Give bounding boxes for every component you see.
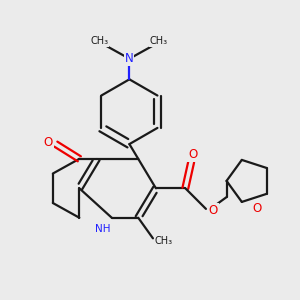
Text: CH₃: CH₃	[154, 236, 172, 246]
Text: O: O	[209, 204, 218, 217]
Text: CH₃: CH₃	[150, 36, 168, 46]
Text: NH: NH	[95, 224, 111, 235]
Text: N: N	[125, 52, 134, 65]
Text: O: O	[188, 148, 197, 161]
Text: O: O	[44, 136, 53, 149]
Text: O: O	[253, 202, 262, 215]
Text: CH₃: CH₃	[91, 36, 109, 46]
